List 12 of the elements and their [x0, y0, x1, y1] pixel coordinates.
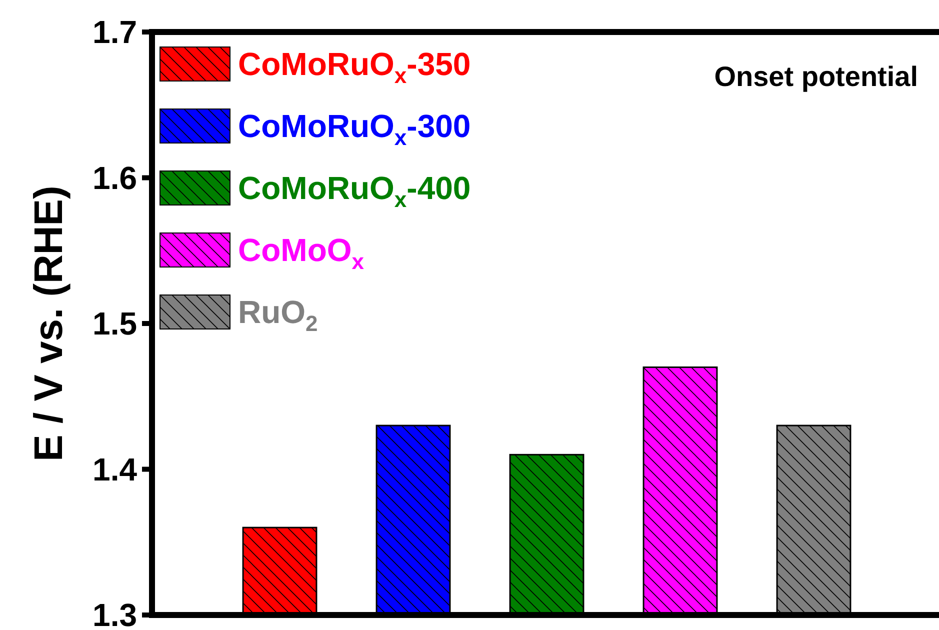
legend-label: CoMoRuO$_{x}$-350: [238, 46, 471, 88]
y-tick-label: 1.5: [92, 306, 137, 342]
y-axis-title: E / V vs. (RHE): [27, 186, 71, 462]
legend-label: CoMoO$_{x}$: [238, 232, 365, 274]
legend-label: CoMoRuO$_{x}$-400: [238, 170, 471, 212]
annotation: Onset potential: [714, 61, 918, 92]
y-tick-label: 1.4: [92, 451, 138, 488]
legend-label: RuO$_{2}$: [238, 294, 318, 336]
y-tick-label: 1.3: [92, 597, 137, 630]
y-tick-label: 1.7: [92, 14, 137, 50]
legend-label: CoMoRuO$_{x}$-300: [238, 108, 471, 150]
y-tick-label: 1.6: [92, 160, 137, 196]
